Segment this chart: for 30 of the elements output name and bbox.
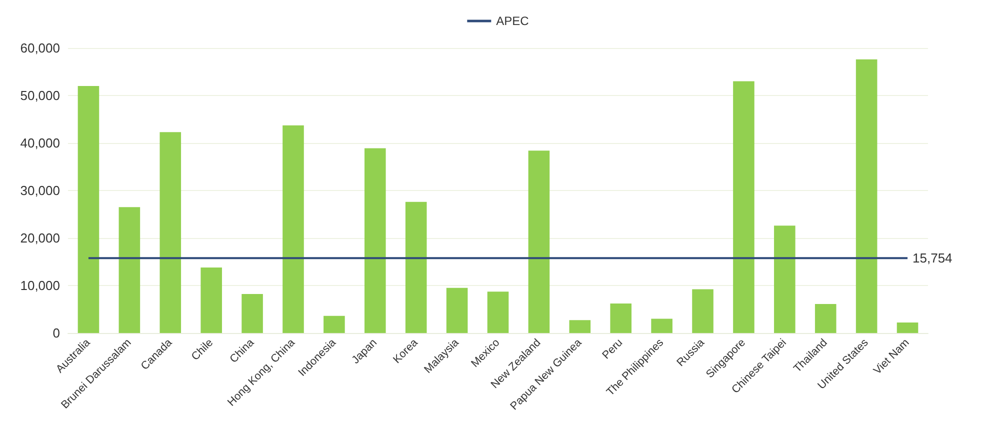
bar — [242, 294, 263, 333]
bar — [364, 148, 386, 333]
y-tick-label: 30,000 — [20, 183, 60, 198]
bar — [200, 267, 222, 333]
bar — [324, 316, 345, 333]
bar — [610, 304, 632, 333]
y-tick-label: 40,000 — [20, 136, 60, 150]
y-tick-label: 0 — [52, 326, 60, 340]
bar — [651, 318, 672, 333]
bar — [282, 125, 304, 333]
bar — [774, 226, 796, 333]
bar — [405, 202, 427, 333]
bar — [528, 150, 550, 333]
bar — [814, 304, 836, 333]
y-tick-label: 10,000 — [20, 278, 60, 293]
bar — [856, 59, 878, 333]
bar — [160, 132, 182, 333]
data-label: 15,754 — [912, 250, 952, 266]
bar — [569, 320, 591, 333]
bar — [733, 81, 754, 333]
bar — [446, 288, 468, 333]
bar — [487, 292, 509, 333]
bar — [896, 322, 918, 333]
bar — [78, 86, 100, 333]
legend-label: APEC — [496, 14, 530, 28]
y-tick-label: 20,000 — [20, 230, 60, 246]
y-tick-label: 50,000 — [20, 88, 60, 103]
bar — [692, 289, 714, 333]
y-tick-label: 60,000 — [20, 40, 60, 56]
bar — [118, 207, 140, 333]
